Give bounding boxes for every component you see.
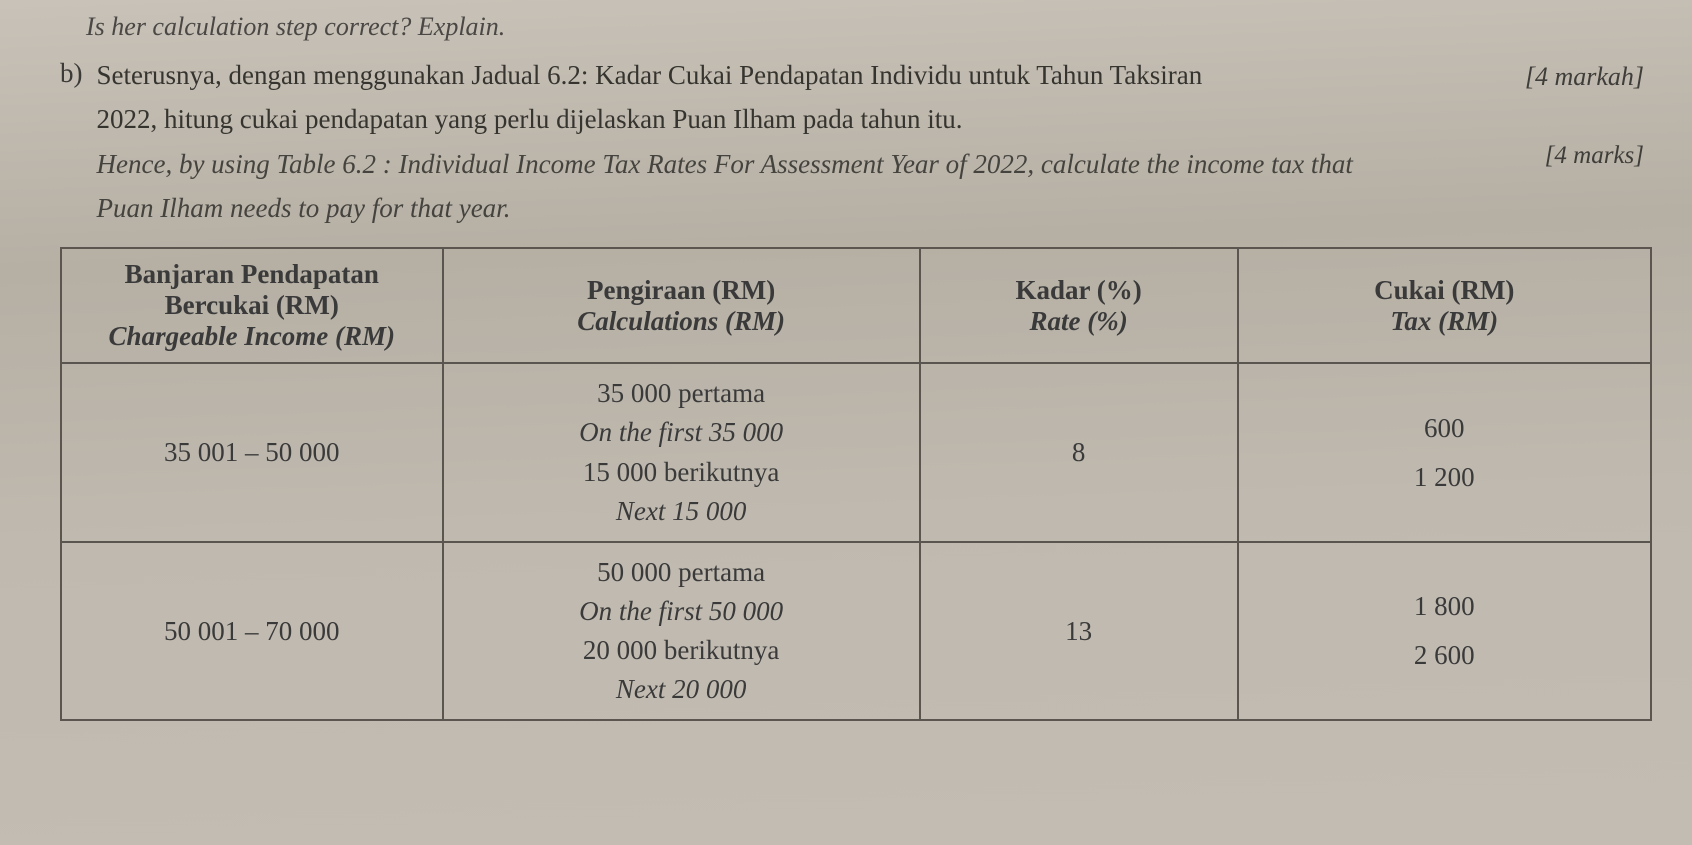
calc-first-ml: 35 000 pertama bbox=[462, 374, 901, 413]
col-header-calculations: Pengiraan (RM) Calculations (RM) bbox=[443, 248, 920, 363]
header-ml: Cukai (RM) bbox=[1374, 275, 1514, 305]
col-header-tax: Cukai (RM) Tax (RM) bbox=[1238, 248, 1651, 363]
header-en: Calculations (RM) bbox=[462, 306, 901, 337]
question-label: b) bbox=[60, 58, 83, 233]
question-english-line2: Puan Ilham needs to pay for that year. bbox=[97, 189, 1653, 227]
tax-first: 1 800 bbox=[1257, 591, 1632, 622]
col-header-chargeable-income: Banjaran Pendapatan Bercukai (RM) Charge… bbox=[61, 248, 443, 363]
cell-rate: 13 bbox=[920, 542, 1238, 721]
cell-calculations: 50 000 pertama On the first 50 000 20 00… bbox=[443, 542, 920, 721]
table-row: 50 001 – 70 000 50 000 pertama On the fi… bbox=[61, 542, 1651, 721]
question-body: [4 markah] [4 marks] Seterusnya, dengan … bbox=[97, 56, 1653, 233]
cell-range: 35 001 – 50 000 bbox=[61, 363, 443, 542]
tax-first: 600 bbox=[1257, 413, 1632, 444]
marks-malay: [4 markah] bbox=[1525, 62, 1644, 92]
calc-first-en: On the first 35 000 bbox=[462, 413, 901, 452]
marks-english: [4 marks] bbox=[1545, 142, 1644, 170]
previous-question-fragment: Is her calculation step correct? Explain… bbox=[86, 12, 1652, 42]
header-ml: Kadar (%) bbox=[1015, 275, 1141, 305]
header-ml: Banjaran Pendapatan Bercukai (RM) bbox=[125, 259, 379, 320]
cell-tax: 1 800 2 600 bbox=[1238, 542, 1651, 721]
question-malay-line1: Seterusnya, dengan menggunakan Jadual 6.… bbox=[97, 56, 1653, 94]
tax-rate-table: Banjaran Pendapatan Bercukai (RM) Charge… bbox=[60, 247, 1652, 721]
question-english-line1: Hence, by using Table 6.2 : Individual I… bbox=[97, 145, 1653, 183]
calc-next-ml: 15 000 berikutnya bbox=[462, 453, 901, 492]
calc-first-en: On the first 50 000 bbox=[462, 592, 901, 631]
cell-calculations: 35 000 pertama On the first 35 000 15 00… bbox=[443, 363, 920, 542]
calc-next-ml: 20 000 berikutnya bbox=[462, 631, 901, 670]
calc-next-en: Next 15 000 bbox=[462, 492, 901, 531]
tax-next: 1 200 bbox=[1257, 462, 1632, 493]
tax-next: 2 600 bbox=[1257, 640, 1632, 671]
table-header-row: Banjaran Pendapatan Bercukai (RM) Charge… bbox=[61, 248, 1651, 363]
calc-next-en: Next 20 000 bbox=[462, 670, 901, 709]
cell-rate: 8 bbox=[920, 363, 1238, 542]
table-row: 35 001 – 50 000 35 000 pertama On the fi… bbox=[61, 363, 1651, 542]
header-ml: Pengiraan (RM) bbox=[587, 275, 775, 305]
question-b: b) [4 markah] [4 marks] Seterusnya, deng… bbox=[60, 56, 1652, 233]
header-en: Rate (%) bbox=[939, 306, 1219, 337]
calc-first-ml: 50 000 pertama bbox=[462, 553, 901, 592]
header-en: Tax (RM) bbox=[1257, 306, 1632, 337]
question-malay-line2: 2022, hitung cukai pendapatan yang perlu… bbox=[97, 100, 1653, 138]
header-en: Chargeable Income (RM) bbox=[80, 321, 424, 352]
cell-range: 50 001 – 70 000 bbox=[61, 542, 443, 721]
col-header-rate: Kadar (%) Rate (%) bbox=[920, 248, 1238, 363]
cell-tax: 600 1 200 bbox=[1238, 363, 1651, 542]
